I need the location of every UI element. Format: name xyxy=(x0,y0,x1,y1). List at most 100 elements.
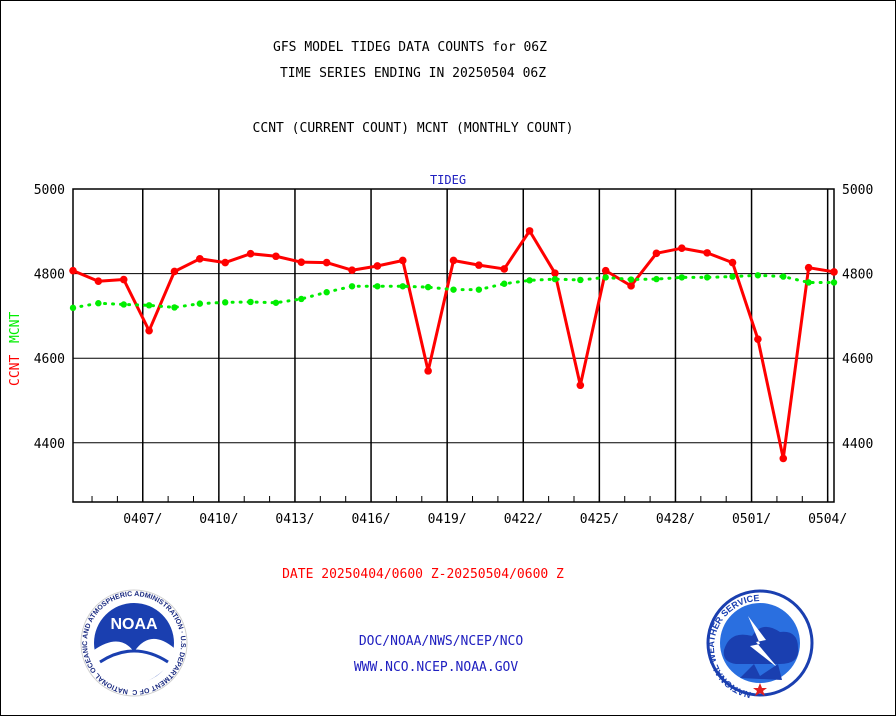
data-point-mcnt xyxy=(95,300,102,307)
x-tick-label: 0419/ xyxy=(428,512,467,527)
x-tick-label: 0410/ xyxy=(199,512,238,527)
data-point-ccnt xyxy=(94,277,103,286)
x-tick-label: 0425/ xyxy=(580,512,619,527)
data-point-ccnt xyxy=(754,335,762,343)
data-point-mcnt xyxy=(551,275,559,283)
data-point-mcnt xyxy=(805,279,812,286)
data-point-ccnt xyxy=(830,268,838,276)
data-point-mcnt xyxy=(653,275,660,283)
data-point-mcnt xyxy=(69,304,77,312)
data-point-ccnt xyxy=(678,244,686,253)
y-tick-label-right: 4800 xyxy=(842,268,873,283)
data-point-mcnt xyxy=(348,283,356,290)
chart-title-line-1: GFS MODEL TIDEG DATA COUNTS for 06Z xyxy=(273,40,547,55)
data-point-ccnt xyxy=(500,265,509,273)
y-axis-label-ccnt: CCNT xyxy=(8,355,23,386)
x-tick-label: 0501/ xyxy=(732,512,771,527)
data-point-ccnt xyxy=(69,266,77,275)
data-point-mcnt xyxy=(222,299,229,306)
data-point-mcnt xyxy=(475,286,483,293)
tick-labels: 4400 4400 4600 4600 4800 4800 5000 5000 0407/041… xyxy=(34,183,874,527)
data-point-ccnt xyxy=(551,269,559,277)
x-tick-label: 0422/ xyxy=(504,512,543,527)
data-point-mcnt xyxy=(830,279,838,286)
data-point-mcnt xyxy=(424,283,432,291)
data-point-mcnt xyxy=(577,276,584,284)
data-point-ccnt xyxy=(652,249,661,258)
x-tick-label: 0413/ xyxy=(275,512,314,527)
data-point-mcnt xyxy=(247,298,254,306)
data-point-mcnt xyxy=(272,299,280,306)
data-point-ccnt xyxy=(373,262,382,270)
data-point-ccnt xyxy=(145,326,153,335)
x-tick-label: 0416/ xyxy=(351,512,390,527)
data-point-ccnt xyxy=(322,258,331,267)
plot-border xyxy=(72,188,835,503)
noaa-logo: NOAA NATIONAL OCEANIC AND ATMOSPHERIC AD… xyxy=(0,0,188,697)
data-point-ccnt xyxy=(170,267,179,276)
data-point-mcnt xyxy=(120,301,127,308)
data-point-ccnt xyxy=(119,275,128,284)
data-point-ccnt xyxy=(246,249,255,258)
svg-text:NATIONAL OCEANIC AND ATMOSPHER: NATIONAL OCEANIC AND ATMOSPHERIC ADMINIS… xyxy=(0,0,186,695)
grid-lines xyxy=(73,188,834,502)
data-point-ccnt xyxy=(525,227,534,235)
y-tick-label-right: 5000 xyxy=(842,183,873,198)
data-point-mcnt xyxy=(754,272,762,279)
data-point-mcnt xyxy=(678,274,685,281)
data-point-ccnt xyxy=(627,282,635,290)
data-point-mcnt xyxy=(729,273,736,280)
data-point-ccnt xyxy=(601,266,610,275)
data-point-mcnt xyxy=(602,274,609,281)
series-line-ccnt xyxy=(71,229,836,460)
data-point-ccnt xyxy=(424,367,432,375)
data-point-ccnt xyxy=(297,258,306,266)
data-point-ccnt xyxy=(576,381,585,390)
data-point-mcnt xyxy=(298,295,305,303)
axes xyxy=(72,188,835,503)
data-point-ccnt xyxy=(475,261,483,269)
data-point-mcnt xyxy=(703,274,711,281)
x-tick-label: 0504/ xyxy=(808,512,847,527)
y-tick-label-left: 4400 xyxy=(34,437,65,452)
chart-title-line-2: TIME SERIES ENDING IN 20250504 06Z xyxy=(280,66,546,81)
x-tick-label: 0428/ xyxy=(656,512,695,527)
website-text: WWW.NCO.NCEP.NOAA.GOV xyxy=(354,660,519,675)
panel-label: TIDEG xyxy=(430,173,466,187)
data-point-mcnt xyxy=(399,283,406,290)
y-tick-label-left: 5000 xyxy=(34,183,65,198)
x-tick-label: 0407/ xyxy=(123,512,162,527)
data-point-mcnt xyxy=(627,276,635,283)
data-point-mcnt xyxy=(526,277,533,284)
data-point-mcnt xyxy=(171,304,178,311)
data-point-ccnt xyxy=(196,254,204,263)
date-range-label: DATE 20250404/0600 Z-20250504/0600 Z xyxy=(282,567,564,582)
series-layer xyxy=(69,227,838,463)
data-point-mcnt xyxy=(323,289,330,296)
data-point-ccnt xyxy=(398,256,407,265)
y-tick-label-left: 4800 xyxy=(34,268,65,283)
y-tick-label-right: 4400 xyxy=(842,437,873,452)
data-point-mcnt xyxy=(450,286,457,293)
data-point-mcnt xyxy=(501,280,508,287)
data-point-ccnt xyxy=(703,249,711,257)
org-path-text: DOC/NOAA/NWS/NCEP/NCO xyxy=(359,634,524,649)
nws-logo: NATIONAL WEATHER SERVICE xyxy=(706,589,814,700)
data-point-ccnt xyxy=(221,258,229,267)
data-point-ccnt xyxy=(449,256,458,265)
y-axis-label-mcnt: MCNT xyxy=(8,312,23,343)
y-tick-label-right: 4600 xyxy=(842,352,873,367)
data-point-mcnt xyxy=(374,283,381,290)
data-point-mcnt xyxy=(780,273,787,280)
data-point-mcnt xyxy=(196,300,204,307)
noaa-logo-text: NOAA xyxy=(110,616,158,633)
y-tick-label-left: 4600 xyxy=(34,352,65,367)
data-point-ccnt xyxy=(804,263,813,272)
data-point-ccnt xyxy=(728,258,737,267)
data-point-ccnt xyxy=(348,266,356,275)
data-point-ccnt xyxy=(779,454,788,463)
data-point-mcnt xyxy=(145,302,153,309)
data-point-ccnt xyxy=(272,252,280,261)
chart-subtitle: CCNT (CURRENT COUNT) MCNT (MONTHLY COUNT… xyxy=(253,121,574,136)
